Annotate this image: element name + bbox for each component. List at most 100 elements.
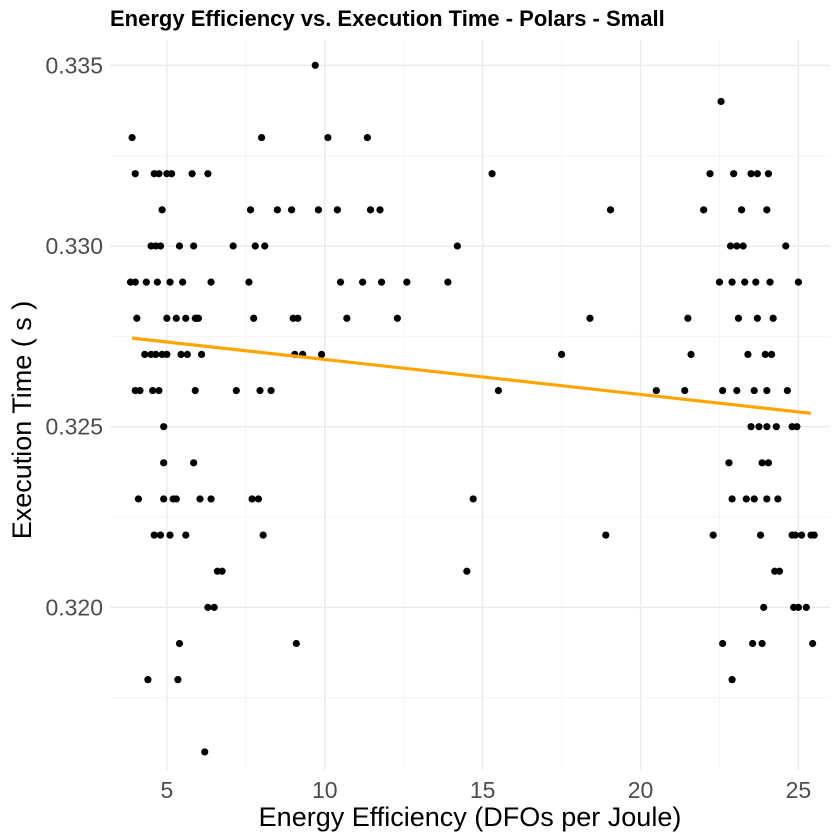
data-point [259,531,267,539]
y-axis-title: Execution Time ( s ) [7,301,37,540]
data-point [183,350,191,359]
data-point [606,206,615,214]
data-point [752,278,760,286]
data-point [763,386,771,395]
data-point [726,242,735,250]
data-point [267,386,275,395]
data-point [700,206,708,214]
data-point [229,242,237,250]
data-point [719,639,727,648]
data-point [172,495,180,503]
data-point [763,423,771,431]
data-point [182,314,190,322]
data-point [333,206,341,214]
data-point [155,170,163,178]
data-point [728,278,736,286]
data-point [760,603,768,611]
data-point [377,278,386,286]
data-point [652,386,660,395]
data-point [766,278,774,286]
data-point [175,242,184,250]
data-point [717,97,725,106]
data-point [737,206,746,214]
data-point [739,242,747,250]
data-point [136,386,144,395]
data-point [734,314,743,322]
x-tick-label: 5 [160,777,173,803]
data-point [363,133,371,142]
data-point [586,314,594,322]
data-point [366,206,375,214]
data-point [733,386,741,395]
data-point [453,242,461,250]
chart-title: Energy Efficiency vs. Execution Time - P… [110,6,665,31]
data-point [750,495,758,503]
data-point [182,531,190,539]
y-tick-label: 0.320 [45,594,103,620]
data-point [728,495,736,503]
data-point [764,170,773,178]
data-point [809,639,817,648]
data-point [557,350,566,359]
data-point [764,459,773,467]
data-point [134,495,143,503]
data-point [248,495,256,503]
data-point [141,350,149,359]
data-point [753,170,761,178]
data-point [463,567,471,575]
data-point [756,531,765,539]
data-point [775,567,784,575]
data-point [246,206,255,214]
data-point [166,531,174,539]
data-point [747,170,755,178]
data-point [810,531,818,539]
data-point [250,314,258,322]
data-point [294,314,302,322]
data-point [444,278,452,286]
data-point [750,386,758,395]
data-point [163,314,171,322]
data-point [403,278,411,286]
data-point [254,495,263,503]
data-point [317,350,326,359]
y-tick-label: 0.325 [45,414,103,440]
data-point [172,314,180,322]
data-point [131,278,139,286]
data-point [758,459,766,467]
data-point [730,170,738,178]
y-tick-label: 0.330 [45,233,103,259]
data-point [336,278,345,286]
data-point [782,242,790,250]
data-point [791,531,799,539]
data-point [188,170,196,178]
data-point [769,314,777,322]
data-point [733,242,741,250]
data-point [158,206,166,214]
data-point [128,133,136,142]
data-point [160,423,168,431]
data-point [179,278,187,286]
data-point [376,206,384,214]
x-tick-label: 15 [470,777,496,803]
data-point [725,459,733,467]
data-point [763,495,771,503]
data-point [257,133,266,142]
data-point [324,133,332,142]
data-point [709,531,717,539]
data-point [755,423,763,431]
data-point [204,603,212,611]
x-tick-label: 20 [628,777,654,803]
data-point [204,170,212,178]
data-point [152,350,160,359]
data-point [393,314,401,322]
y-tick-label: 0.335 [45,52,103,78]
data-point [715,278,724,286]
data-point [155,386,163,395]
data-point [761,350,769,359]
data-point [191,386,199,395]
data-point [314,206,323,214]
data-point [744,350,752,359]
data-point [719,386,727,395]
data-point [687,350,695,359]
